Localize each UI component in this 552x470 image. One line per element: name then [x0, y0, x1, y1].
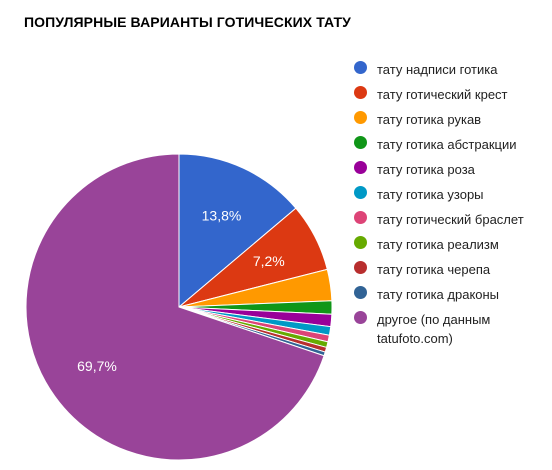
legend-item[interactable]: тату готика рукав: [354, 110, 544, 129]
legend-swatch: [354, 111, 367, 124]
legend-label: тату готика реализм: [377, 237, 499, 252]
legend-item[interactable]: тату готика черепа: [354, 260, 544, 279]
legend-swatch: [354, 86, 367, 99]
chart-legend: тату надписи готика тату готический крест…: [354, 60, 544, 354]
legend-label: тату готика черепа: [377, 262, 491, 277]
pie-slice-0[interactable]: [178, 153, 297, 309]
legend-label: тату готический крест: [377, 87, 508, 102]
legend-item[interactable]: тату готика узоры: [354, 185, 544, 204]
legend-item[interactable]: тату готика абстракции: [354, 135, 544, 154]
pie-slice-label-10: 69,7%: [77, 358, 117, 374]
legend-swatch: [354, 236, 367, 249]
pie-slice-label-1: 7,2%: [253, 253, 285, 269]
legend-item[interactable]: тату готический браслет: [354, 210, 544, 229]
legend-swatch: [354, 211, 367, 224]
legend-label: тату надписи готика: [377, 62, 498, 77]
pie-slice-label-0: 13,8%: [202, 207, 242, 223]
legend-label: тату готика абстракции: [377, 137, 517, 152]
legend-item[interactable]: тату готический крест: [354, 85, 544, 104]
legend-label: тату готика рукав: [377, 112, 482, 127]
chart-title: ПОПУЛЯРНЫЕ ВАРИАНТЫ ГОТИЧЕСКИХ ТАТУ: [24, 14, 351, 30]
legend-swatch: [354, 311, 367, 324]
pie-slice-10[interactable]: [25, 153, 325, 461]
legend-swatch: [354, 136, 367, 149]
legend-item[interactable]: тату надписи готика: [354, 60, 544, 79]
legend-item[interactable]: тату готика драконы: [354, 285, 544, 304]
legend-item[interactable]: тату готика роза: [354, 160, 544, 179]
legend-swatch: [354, 261, 367, 274]
legend-swatch: [354, 286, 367, 299]
legend-label: тату готика узоры: [377, 187, 484, 202]
legend-swatch: [354, 186, 367, 199]
legend-label: тату готика роза: [377, 162, 475, 177]
legend-swatch: [354, 161, 367, 174]
legend-item[interactable]: другое (по данным tatufoto.com): [354, 310, 544, 348]
legend-item[interactable]: тату готика реализм: [354, 235, 544, 254]
legend-label: тату готика драконы: [377, 287, 500, 302]
legend-label: другое (по данным tatufoto.com): [377, 312, 491, 346]
legend-label: тату готический браслет: [377, 212, 524, 227]
legend-swatch: [354, 61, 367, 74]
